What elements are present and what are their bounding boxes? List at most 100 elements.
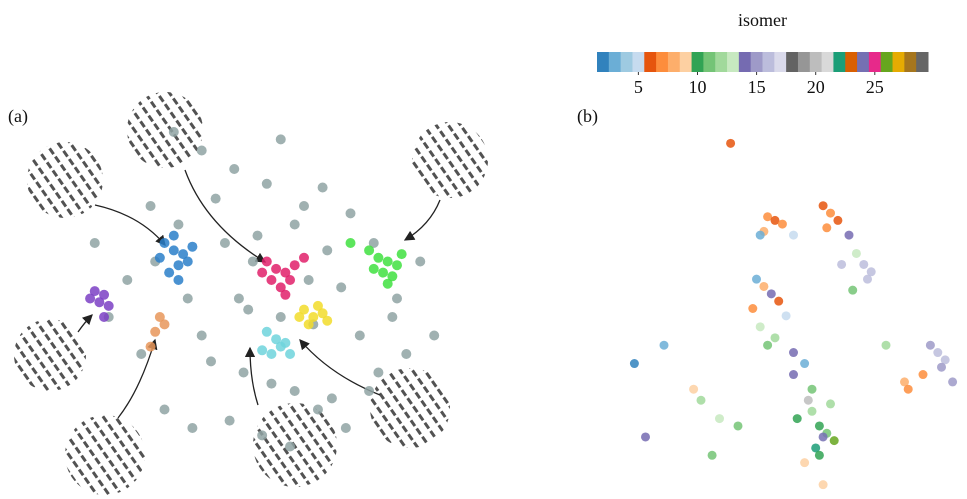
colorbar-cell (763, 52, 775, 72)
point (257, 345, 267, 355)
glyph (14, 319, 86, 391)
point (285, 275, 295, 285)
point (830, 436, 839, 445)
point (313, 301, 323, 311)
colorbar-cell (810, 52, 822, 72)
colorbar-cell (609, 52, 621, 72)
point (364, 245, 374, 255)
point (826, 399, 835, 408)
glyph (127, 92, 203, 168)
point (299, 253, 309, 263)
colorbar-cell (857, 52, 869, 72)
colorbar-cell (621, 52, 633, 72)
point (948, 377, 957, 386)
point (782, 311, 791, 320)
point (708, 451, 717, 460)
colorbar-cell (904, 52, 916, 72)
point (160, 238, 170, 248)
point (848, 286, 857, 295)
point (346, 208, 356, 218)
point (756, 231, 765, 240)
point (94, 297, 104, 307)
point (789, 348, 798, 357)
point (183, 257, 193, 267)
point (146, 201, 156, 211)
point (863, 275, 872, 284)
point (392, 294, 402, 304)
point (789, 231, 798, 240)
point (262, 179, 272, 189)
glyph (370, 368, 450, 448)
point (383, 257, 393, 267)
point (392, 260, 402, 270)
colorbar-tick-label: 5 (634, 77, 643, 97)
point (155, 253, 165, 263)
point (318, 183, 328, 193)
point (845, 231, 854, 240)
panel-label: (a) (8, 106, 28, 127)
point (778, 220, 787, 229)
point (85, 294, 95, 304)
colorbar-cell (680, 52, 692, 72)
point (253, 231, 263, 241)
panel-label: (b) (577, 106, 598, 127)
point (630, 359, 639, 368)
point (271, 264, 281, 274)
point (280, 290, 290, 300)
point (290, 386, 300, 396)
colorbar-cell (668, 52, 680, 72)
point (197, 146, 207, 156)
point (826, 209, 835, 218)
point (322, 245, 332, 255)
point (852, 249, 861, 258)
point (793, 414, 802, 423)
point (819, 201, 828, 210)
point (815, 421, 824, 430)
point (206, 356, 216, 366)
colorbar-tick-label: 15 (748, 77, 766, 97)
point (225, 416, 235, 426)
point (808, 407, 817, 416)
point (341, 423, 351, 433)
colorbar-cell (786, 52, 798, 72)
colorbar-cell (869, 52, 881, 72)
point (752, 275, 761, 284)
colorbar-cell (751, 52, 763, 72)
point (146, 342, 156, 352)
point (285, 442, 295, 452)
point (90, 238, 100, 248)
glyph (412, 122, 488, 198)
colorbar-cell (715, 52, 727, 72)
point (748, 304, 757, 313)
point (304, 319, 314, 329)
point (800, 359, 809, 368)
point (373, 368, 383, 378)
point (104, 301, 114, 311)
point (378, 268, 388, 278)
colorbar-cell (845, 52, 857, 72)
point (285, 349, 295, 359)
point (164, 268, 174, 278)
point (211, 194, 221, 204)
glyph (253, 403, 337, 487)
point (294, 312, 304, 322)
colorbar-cell (644, 52, 656, 72)
point (822, 223, 831, 232)
colorbar-cell (916, 52, 928, 72)
colorbar-cell (881, 52, 893, 72)
colorbar-cell (774, 52, 786, 72)
arrow (405, 200, 440, 240)
point (160, 319, 170, 329)
point (882, 341, 891, 350)
point (169, 127, 179, 137)
arrow (78, 315, 92, 332)
colorbar-tick-label: 20 (807, 77, 825, 97)
point (266, 275, 276, 285)
point (933, 348, 942, 357)
point (429, 331, 439, 341)
figure: (a)(b)isomer510152025 (0, 0, 967, 499)
point (234, 294, 244, 304)
point (197, 331, 207, 341)
colorbar-cell (739, 52, 751, 72)
colorbar-cell (822, 52, 834, 72)
